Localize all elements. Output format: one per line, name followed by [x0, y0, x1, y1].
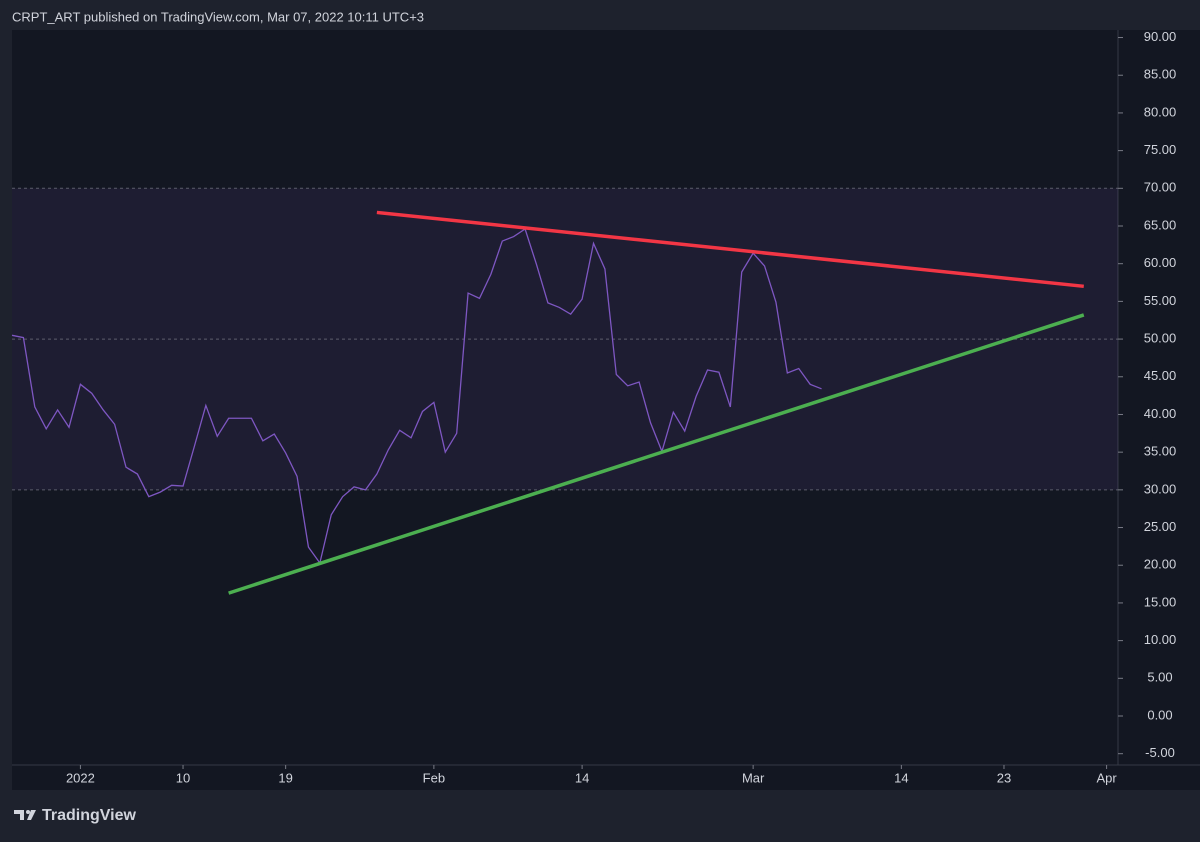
y-tick-label: 25.00	[1144, 519, 1177, 534]
x-tick-label: Apr	[1096, 770, 1117, 785]
chart-pane	[12, 30, 1118, 765]
y-tick-label: 35.00	[1144, 444, 1177, 459]
footer-bar	[0, 795, 1200, 837]
x-tick-label: Mar	[742, 770, 765, 785]
x-tick-label: 10	[176, 770, 190, 785]
y-tick-label: -5.00	[1145, 745, 1175, 760]
x-tick-label: 23	[997, 770, 1011, 785]
y-tick-label: 15.00	[1144, 594, 1177, 609]
y-tick-label: 70.00	[1144, 180, 1177, 195]
x-tick-label: Feb	[423, 770, 445, 785]
tradingview-logo	[14, 810, 36, 820]
trendline	[376, 210, 1084, 289]
y-tick-label: 60.00	[1144, 255, 1177, 270]
y-tick-label: 0.00	[1147, 707, 1172, 722]
y-tick-label: 50.00	[1144, 331, 1177, 346]
y-tick-label: 65.00	[1144, 217, 1177, 232]
y-tick-label: 90.00	[1144, 29, 1177, 44]
y-tick-label: 85.00	[1144, 67, 1177, 82]
price-axis	[1118, 30, 1200, 765]
footer-brand: TradingView	[42, 807, 137, 824]
x-tick-label: 14	[894, 770, 908, 785]
y-tick-label: 20.00	[1144, 557, 1177, 572]
rsi-line	[11, 228, 822, 565]
x-tick-label: 19	[278, 770, 292, 785]
y-tick-label: 75.00	[1144, 142, 1177, 157]
y-tick-label: 10.00	[1144, 632, 1177, 647]
y-tick-label: 40.00	[1144, 406, 1177, 421]
trendline	[228, 313, 1085, 595]
y-tick-label: 5.00	[1147, 670, 1172, 685]
y-tick-label: 30.00	[1144, 481, 1177, 496]
header-text: CRPT_ART published on TradingView.com, M…	[12, 9, 424, 24]
time-axis	[12, 765, 1200, 790]
y-tick-label: 45.00	[1144, 368, 1177, 383]
x-tick-label: 14	[575, 770, 589, 785]
x-tick-label: 2022	[66, 770, 95, 785]
y-tick-label: 55.00	[1144, 293, 1177, 308]
y-tick-label: 80.00	[1144, 104, 1177, 119]
